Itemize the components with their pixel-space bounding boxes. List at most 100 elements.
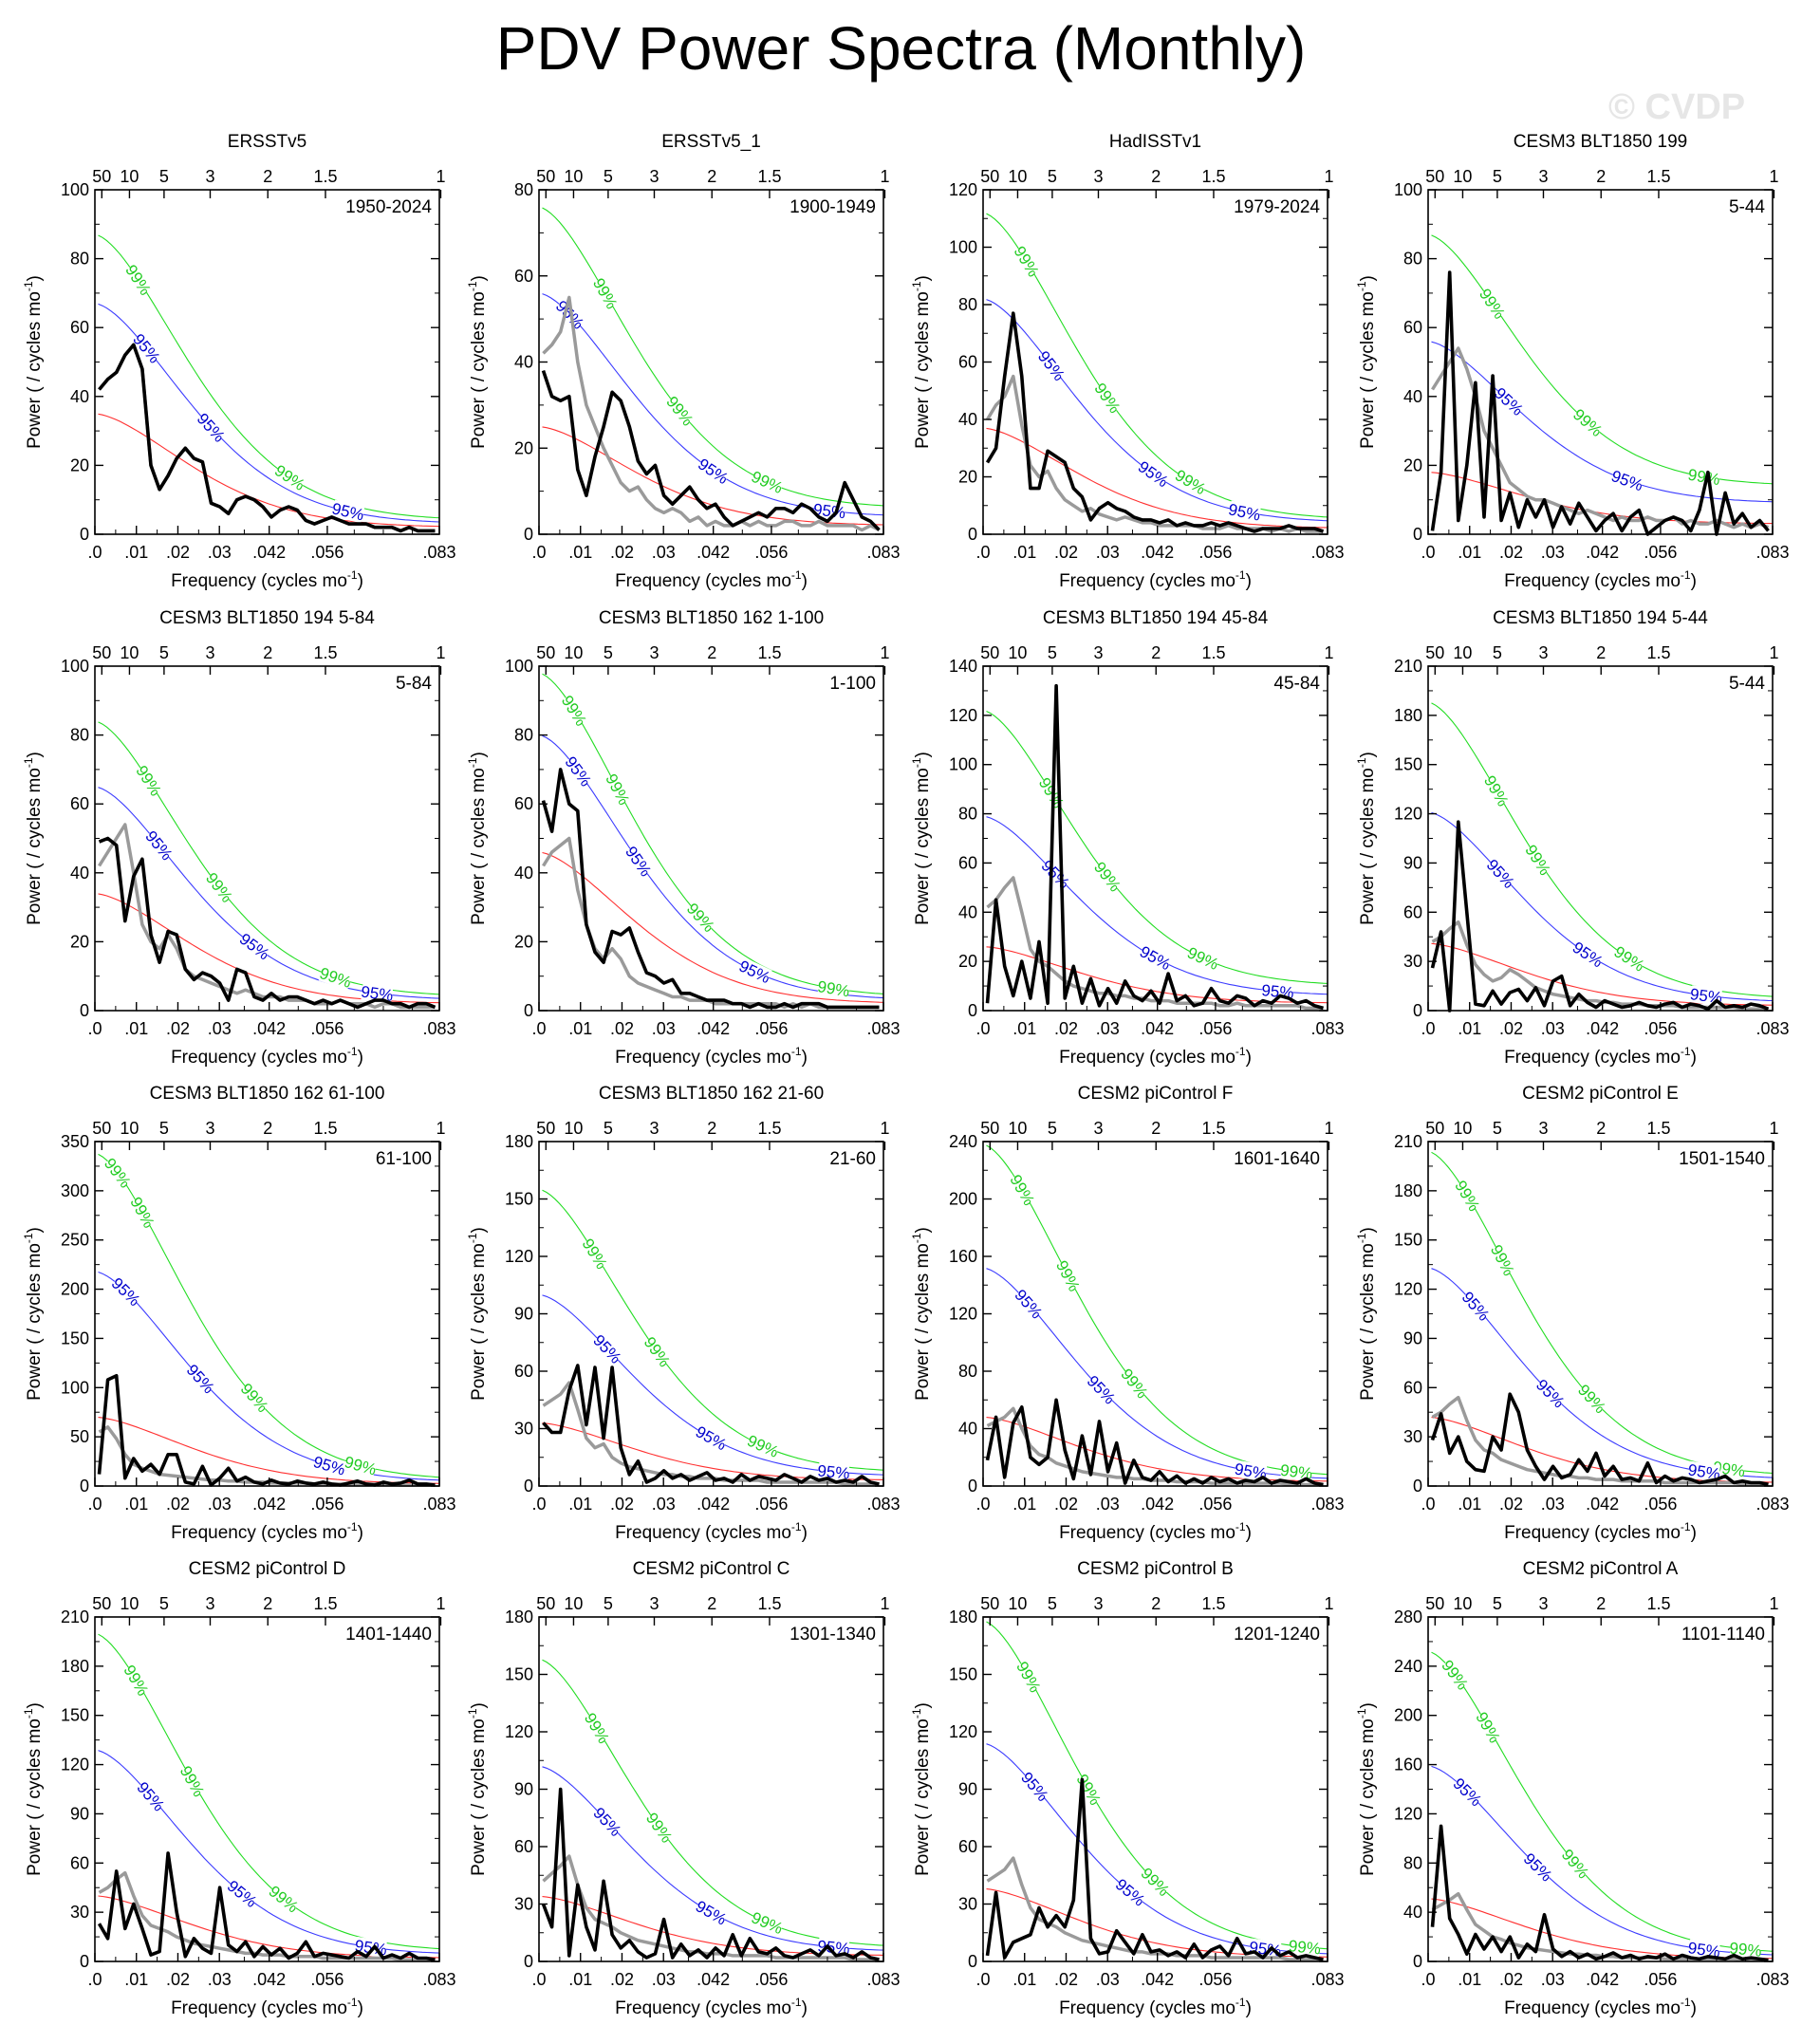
y-tick-label: 20 (958, 468, 977, 487)
x-tick-label: .02 (166, 1970, 190, 1989)
x-tick-label: .042 (1586, 1495, 1619, 1514)
top-tick-label: 5 (1493, 167, 1502, 186)
x-tick-label: .083 (1756, 543, 1789, 562)
y-tick-label: 0 (1413, 1477, 1422, 1496)
top-tick-label: 1.5 (1646, 167, 1670, 186)
curve-label-bg (1038, 857, 1073, 892)
x-tick-label: .0 (531, 1970, 546, 1989)
y-tick-label: 120 (61, 1756, 89, 1775)
panel-14: CESM2 piControl C1301-134099%99%99%95%95… (466, 1559, 901, 2018)
curve-label-bg (1439, 1657, 1472, 1692)
curve-label-bg (133, 763, 165, 798)
x-tick-label: .02 (1499, 1495, 1523, 1514)
series-gray-line (98, 1870, 436, 1962)
y-tick-label: 30 (1403, 952, 1422, 971)
y-tick-label: 80 (514, 726, 533, 745)
series-black-line (1430, 270, 1770, 536)
curve-label-bg (318, 964, 353, 991)
label-95-percent: 95% (695, 455, 732, 488)
period-label: 5-44 (1729, 197, 1765, 217)
y-tick-label: 200 (949, 1190, 977, 1209)
top-tick-label: 1.5 (757, 167, 781, 186)
curve-label-bg (750, 1908, 785, 1937)
curve-95-percent (1431, 341, 1774, 503)
period-label: 1900-1949 (790, 197, 876, 217)
x-tick-label: .042 (252, 1495, 286, 1514)
top-tick-label: 3 (205, 643, 214, 662)
top-tick-label: 2 (263, 167, 272, 186)
x-tick-label: .03 (1096, 1495, 1120, 1514)
x-tick-label: .0 (87, 1970, 102, 1989)
curve-label-bg (127, 1195, 158, 1230)
label-99-percent: 99% (589, 275, 621, 312)
label-95-percent: 95% (693, 1422, 730, 1454)
label-99-percent: 99% (641, 1333, 674, 1370)
y-tick-label: 120 (949, 180, 977, 199)
y-tick-label: 120 (949, 706, 977, 725)
plot-frame (1427, 1616, 1774, 1962)
x-tick-label: .02 (166, 543, 190, 562)
top-tick-label: 2 (1596, 1594, 1606, 1613)
y-axis-label: Power ( / cycles mo-1) (1355, 1702, 1378, 1876)
top-tick-label: 10 (1453, 1594, 1472, 1613)
top-tick-label: 2 (1596, 167, 1606, 186)
y-tick-label: 180 (1394, 706, 1422, 725)
x-tick-label: .0 (1421, 1019, 1435, 1038)
top-tick-label: 10 (120, 643, 139, 662)
x-tick-label: .042 (697, 1019, 730, 1038)
y-tick-label: 150 (505, 1190, 533, 1209)
x-tick-label: .0 (975, 1019, 990, 1038)
top-tick-label: 2 (707, 1119, 716, 1138)
x-tick-label: .02 (1054, 1495, 1078, 1514)
period-label: 1-100 (829, 674, 876, 694)
curve-label-bg (344, 1453, 378, 1478)
y-tick-label: 40 (514, 864, 533, 883)
top-tick-label: 5 (604, 1119, 613, 1138)
red-noise-curve (986, 1417, 1328, 1482)
curve-label-bg (590, 1804, 624, 1839)
y-tick-label: 60 (958, 353, 977, 372)
y-tick-label: 90 (1403, 1329, 1422, 1347)
label-99-percent: 99% (642, 1810, 676, 1847)
label-95-percent: 95% (311, 1453, 347, 1479)
y-tick-label: 120 (1394, 805, 1422, 824)
y-tick-label: 20 (70, 455, 89, 474)
y-tick-label: 40 (958, 410, 977, 429)
x-tick-label: .01 (1012, 1970, 1036, 1989)
curve-label-bg (1522, 842, 1554, 878)
curve-95-percent (98, 1271, 440, 1481)
x-tick-label: .083 (422, 1019, 455, 1038)
y-tick-label: 100 (949, 755, 977, 774)
panel-3: HadISSTv11979-202499%99%99%95%95%95%0204… (910, 132, 1345, 591)
top-tick-label: 50 (92, 1594, 111, 1613)
curve-label-bg (1484, 856, 1517, 891)
top-tick-label: 5 (159, 643, 169, 662)
top-tick-label: 1 (436, 643, 445, 662)
curve-label-bg (1007, 1172, 1038, 1208)
x-tick-label: .042 (1141, 1970, 1174, 1989)
label-99-percent: 99% (1090, 859, 1124, 896)
y-tick-label: 210 (61, 1607, 89, 1626)
x-tick-label: .03 (1096, 1970, 1120, 1989)
y-tick-label: 0 (968, 1477, 977, 1496)
series-black-line (97, 1851, 436, 1962)
curve-99-percent (986, 213, 1328, 518)
series-black-line (541, 370, 881, 531)
label-99-percent: 99% (1012, 1659, 1044, 1696)
x-tick-label: .056 (1198, 1019, 1232, 1038)
y-axis-label: Power ( / cycles mo-1) (910, 275, 933, 449)
y-tick-label: 60 (958, 1837, 977, 1856)
top-tick-label: 2 (263, 1594, 272, 1613)
y-tick-label: 150 (61, 1706, 89, 1725)
curve-label-bg (1575, 1382, 1609, 1416)
curve-label-bg (1012, 1287, 1046, 1321)
series-gray-line (986, 374, 1324, 533)
curve-label-bg (562, 753, 595, 789)
period-label: 1501-1540 (1679, 1149, 1765, 1169)
label-99-percent: 99% (581, 1710, 613, 1747)
label-99-percent: 99% (176, 1763, 208, 1800)
curve-label-bg (1477, 286, 1509, 322)
top-tick-label: 50 (980, 1119, 999, 1138)
y-tick-label: 180 (61, 1657, 89, 1676)
label-99-percent: 99% (121, 262, 155, 299)
